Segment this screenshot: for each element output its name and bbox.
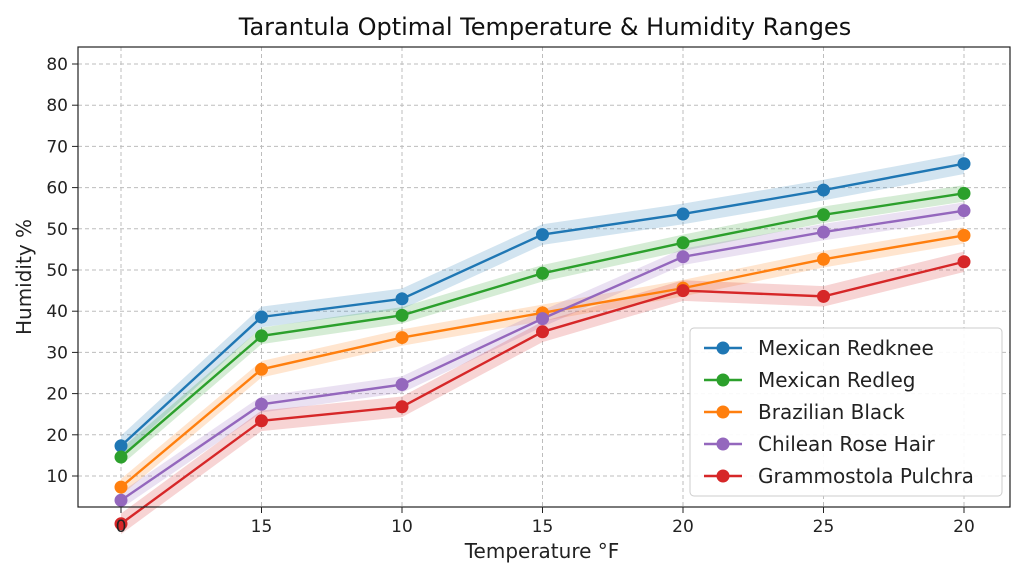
data-point xyxy=(817,225,830,239)
data-point xyxy=(957,186,971,200)
legend: Mexican Redknee Mexican Redleg Brazilian B… xyxy=(689,327,1003,497)
x-tick-label: 15 xyxy=(251,517,273,537)
data-point xyxy=(395,400,409,414)
data-point xyxy=(817,208,830,222)
x-tick-label: 20 xyxy=(672,517,694,537)
y-tick-label: 40 xyxy=(46,302,68,322)
y-axis-ticks: 10 20 20 30 40 50 50 60 70 80 80 xyxy=(46,55,78,487)
chart-title: Tarantula Optimal Temperature & Humidity… xyxy=(238,13,851,41)
data-point xyxy=(957,204,971,218)
y-tick-label: 10 xyxy=(46,467,68,487)
series-points xyxy=(114,157,971,531)
y-tick-label: 60 xyxy=(46,179,68,199)
legend-swatch-marker xyxy=(716,341,730,355)
data-point xyxy=(817,183,830,197)
legend-label: Grammostola Pulchra xyxy=(758,464,974,488)
y-tick-label: 20 xyxy=(46,385,68,405)
data-point xyxy=(255,414,268,428)
legend-label: Mexican Redknee xyxy=(758,336,934,360)
data-point xyxy=(255,397,268,411)
y-tick-label: 30 xyxy=(46,343,68,363)
data-point xyxy=(536,266,549,280)
x-axis-ticks: 0 15 10 15 20 25 20 xyxy=(116,507,975,537)
y-tick-label: 50 xyxy=(46,220,68,240)
data-point xyxy=(114,493,128,507)
data-point xyxy=(114,517,128,531)
data-point xyxy=(536,325,549,339)
series-band xyxy=(121,153,964,457)
x-tick-label: 10 xyxy=(391,517,413,537)
confidence-bands xyxy=(121,153,964,535)
legend-label: Chilean Rose Hair xyxy=(758,432,936,456)
data-point xyxy=(957,157,971,171)
legend-swatch-marker xyxy=(716,469,730,483)
data-point xyxy=(114,480,128,494)
data-point xyxy=(255,362,268,376)
data-point xyxy=(817,252,830,266)
plot-frame xyxy=(77,46,1011,508)
y-tick-label: 50 xyxy=(46,261,68,281)
data-point xyxy=(395,292,409,306)
x-tick-label: 0 xyxy=(116,517,127,537)
data-point xyxy=(255,329,268,343)
data-point xyxy=(395,308,409,322)
x-tick-label: 20 xyxy=(953,517,975,537)
series-band xyxy=(121,185,964,466)
data-point xyxy=(676,250,690,264)
data-point xyxy=(676,207,690,221)
data-point xyxy=(817,289,830,303)
x-axis-label: Temperature °F xyxy=(464,539,620,563)
data-point xyxy=(114,450,128,464)
data-point xyxy=(395,378,409,392)
y-axis-label: Humidity % xyxy=(12,219,36,335)
data-point xyxy=(536,312,549,326)
y-tick-label: 80 xyxy=(46,55,68,75)
legend-box xyxy=(689,327,1003,497)
legend-swatch-marker xyxy=(716,405,730,419)
x-tick-label: 15 xyxy=(532,517,554,537)
legend-swatch-marker xyxy=(716,437,730,451)
x-tick-label: 25 xyxy=(813,517,835,537)
data-point xyxy=(957,228,971,242)
data-point xyxy=(395,331,409,345)
series-band xyxy=(121,251,964,535)
data-point xyxy=(676,236,690,250)
legend-label: Mexican Redleg xyxy=(758,368,915,392)
y-tick-label: 70 xyxy=(46,137,68,157)
data-point xyxy=(114,439,128,453)
legend-label: Brazilian Black xyxy=(758,400,905,424)
data-point xyxy=(255,310,268,324)
y-tick-label: 20 xyxy=(46,426,68,446)
legend-swatch-marker xyxy=(716,373,730,387)
series-band xyxy=(121,227,964,496)
y-tick-label: 80 xyxy=(46,96,68,116)
data-point xyxy=(957,255,971,269)
data-point xyxy=(676,284,690,298)
data-point xyxy=(536,228,549,242)
